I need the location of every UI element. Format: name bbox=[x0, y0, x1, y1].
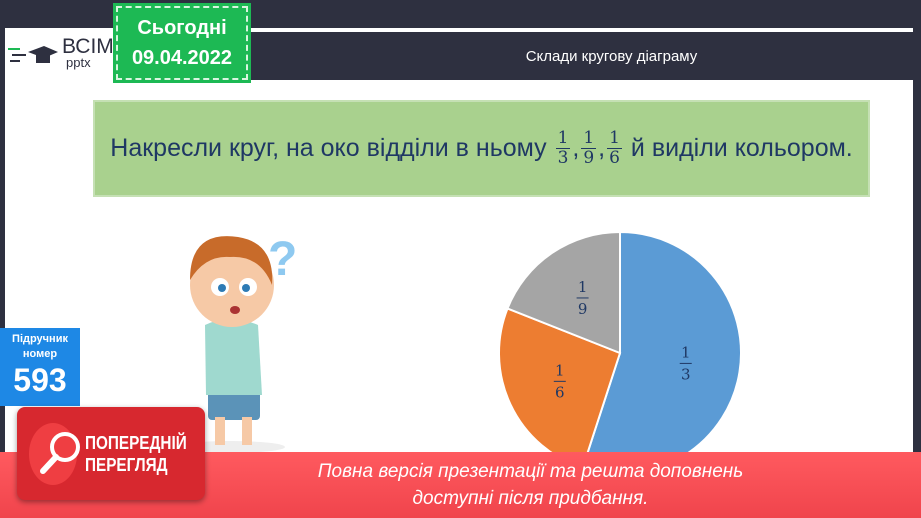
date-badge: Сьогодні 09.04.2022 bbox=[113, 3, 251, 83]
slice-label-denominator: 3 bbox=[681, 365, 691, 383]
boy-illustration: ? bbox=[175, 233, 297, 453]
graduation-cap-icon bbox=[8, 45, 58, 63]
slice-label-numerator: 1 bbox=[578, 278, 588, 296]
pie-slice bbox=[506, 230, 621, 355]
pie-slice bbox=[582, 230, 742, 465]
logo-sub: pptx bbox=[66, 55, 91, 70]
slide-title: Склади кругову діаграму bbox=[250, 32, 913, 80]
magnifier-icon bbox=[29, 422, 80, 485]
preview-line-1: ПОПЕРЕДНІЙ bbox=[85, 432, 188, 453]
pie-chart: 1 3 1 6 1 9 bbox=[498, 230, 742, 465]
logo-brand: ВСІМ bbox=[62, 35, 114, 58]
task-text-end: й виділи кольором. bbox=[630, 134, 853, 162]
slice-label-numerator: 1 bbox=[681, 343, 691, 361]
slice-label-denominator: 9 bbox=[578, 300, 588, 318]
date-value: 09.04.2022 bbox=[131, 47, 233, 69]
logo: ВСІМ pptx bbox=[8, 35, 114, 70]
task-text: Накресли круг, на око відділи в ньому bbox=[110, 134, 547, 162]
preview-line-2: ПЕРЕГЛЯД bbox=[85, 454, 168, 475]
slice-label-numerator: 1 bbox=[555, 361, 565, 379]
banner-line-2: доступні після придбання. bbox=[412, 488, 649, 509]
slice-label-denominator: 6 bbox=[555, 383, 565, 401]
textbook-label: Підручник bbox=[12, 333, 68, 345]
date-label: Сьогодні bbox=[137, 17, 227, 39]
number-label: номер bbox=[22, 348, 58, 360]
banner-line-1: Повна версія презентації та решта доповн… bbox=[317, 461, 744, 482]
textbook-number-badge: Підручник номер 593 bbox=[0, 328, 80, 406]
textbook-number: 593 bbox=[13, 362, 67, 398]
preview-badge[interactable]: ПОПЕРЕДНІЙ ПЕРЕГЛЯД bbox=[17, 407, 205, 500]
